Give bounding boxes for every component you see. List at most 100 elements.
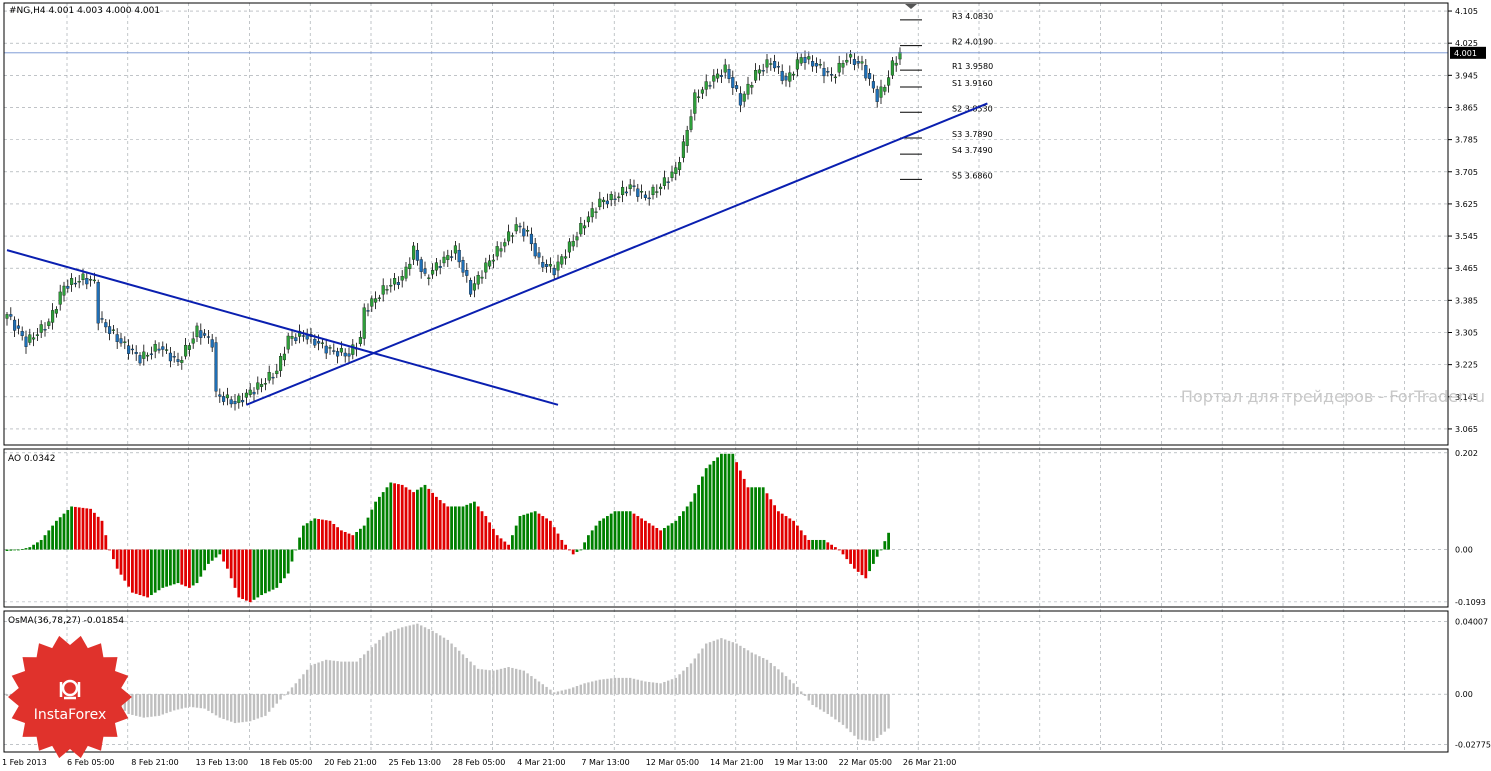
ao-bar <box>518 516 522 550</box>
osma-bar <box>256 694 259 719</box>
candle-body <box>776 66 780 68</box>
osma-y-tick-label: 0.04007 <box>1455 618 1488 627</box>
panel-frame-2 <box>3 610 1449 753</box>
ao-bar <box>165 549 168 587</box>
osma-bar <box>773 666 776 695</box>
ao-bar <box>469 503 472 550</box>
ao-bar <box>210 549 214 561</box>
osma-bar <box>613 677 617 695</box>
trendline-resistance <box>6 249 559 406</box>
candle-body <box>195 325 199 338</box>
trendline-support <box>246 102 988 406</box>
osma-bar <box>389 631 392 695</box>
osma-y-tick-label: 0.00 <box>1455 690 1473 699</box>
ao-bar <box>765 493 769 550</box>
candle-body <box>203 333 207 336</box>
ao-bar <box>579 549 583 551</box>
ao-bar <box>754 487 757 550</box>
candle-body <box>161 346 165 350</box>
osma-bar <box>127 694 130 715</box>
candle-body <box>427 277 431 279</box>
ao-bar <box>47 530 51 550</box>
candle-body <box>438 266 442 268</box>
candle-body <box>647 197 651 200</box>
x-tick-label: 12 Mar 05:00 <box>646 758 699 767</box>
osma-bar <box>689 663 693 695</box>
candle-body <box>282 353 286 361</box>
ao-bar <box>632 513 636 550</box>
osma-bar <box>617 677 620 695</box>
ao-bar <box>233 549 237 588</box>
ao-bar <box>796 525 799 550</box>
candle-body <box>248 389 252 395</box>
candle-body <box>142 351 146 359</box>
osma-bar <box>192 694 195 708</box>
candle-body <box>795 59 799 70</box>
candle-body <box>742 93 746 102</box>
osma-bar <box>743 648 746 695</box>
ao-bar <box>400 484 404 550</box>
candle-body <box>685 130 689 146</box>
osma-bar <box>754 654 757 695</box>
candle-body <box>20 331 24 336</box>
instaforex-logo: InstaForex <box>8 635 132 759</box>
osma-bar <box>701 648 704 695</box>
candle-body <box>396 282 400 286</box>
osma-bar <box>477 668 480 695</box>
candle-body <box>343 352 347 357</box>
ao-bar <box>184 549 187 587</box>
candle-body <box>54 309 58 314</box>
candle-body <box>294 337 298 342</box>
osma-bar <box>138 694 142 717</box>
candle-body <box>24 336 28 347</box>
price-y-tick-label: 3.705 <box>1455 168 1478 177</box>
candle-body <box>792 73 796 76</box>
candle-body <box>415 249 419 261</box>
ao-bar <box>260 549 263 596</box>
candle-body <box>9 314 13 317</box>
ao-bar <box>385 487 389 550</box>
osma-bar <box>724 639 727 695</box>
ao-histogram <box>5 453 890 603</box>
osma-bar <box>5 694 9 696</box>
ao-bar <box>674 520 678 550</box>
candle-body <box>488 260 492 267</box>
ao-bar <box>670 523 674 550</box>
price-y-tick-label: 4.105 <box>1455 7 1478 16</box>
candle-body <box>894 62 898 66</box>
ao-bar <box>131 549 134 593</box>
osma-bar <box>667 680 670 695</box>
osma-bar <box>746 650 750 695</box>
osma-bar <box>290 687 294 695</box>
osma-bar <box>142 694 145 718</box>
osma-bar <box>347 661 351 695</box>
candle-body <box>127 345 131 354</box>
candle-body <box>681 141 685 158</box>
candle-body <box>191 338 195 344</box>
osma-bar <box>469 661 472 695</box>
ao-bar <box>773 505 776 550</box>
ao-bar <box>575 549 579 552</box>
candle-body <box>765 59 769 68</box>
ao-bar <box>450 506 453 550</box>
osma-bar <box>864 694 867 741</box>
osma-bar <box>674 677 677 695</box>
candle-body <box>431 270 435 275</box>
ao-bar <box>849 549 852 564</box>
current-price-tag <box>1450 46 1486 59</box>
osma-bar <box>382 636 385 695</box>
candle-body <box>450 256 454 258</box>
grid <box>4 3 1448 752</box>
osma-bar <box>317 662 320 695</box>
osma-bar <box>838 694 841 723</box>
candle-body <box>632 185 636 187</box>
ao-bar <box>393 483 396 550</box>
x-tick-label: 20 Feb 21:00 <box>324 758 376 767</box>
price-y-tick-label: 3.305 <box>1455 328 1478 337</box>
candle-body <box>887 77 891 86</box>
x-tick-label: 7 Mar 13:00 <box>581 758 629 767</box>
osma-bar <box>211 694 214 714</box>
ao-bar <box>480 511 484 550</box>
ao-bar <box>602 518 605 550</box>
ao-bar <box>24 548 28 550</box>
